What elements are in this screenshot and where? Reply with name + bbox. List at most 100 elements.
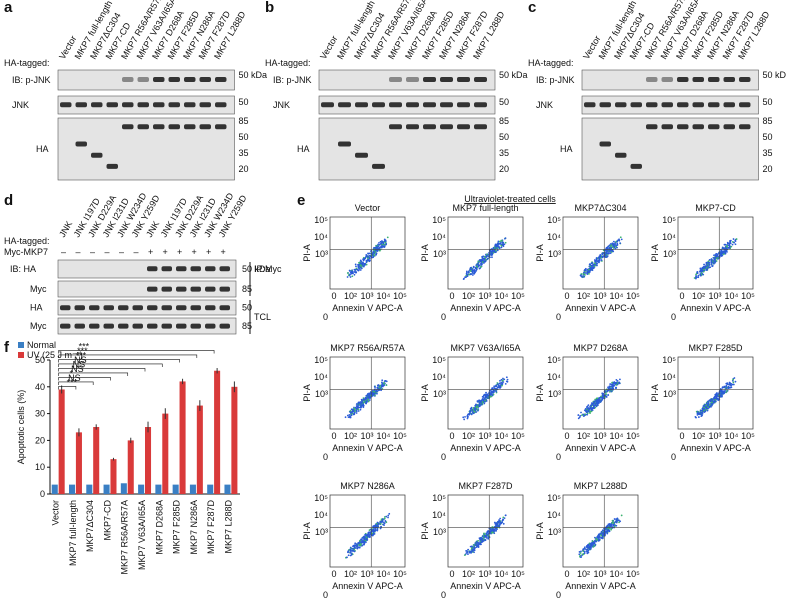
marker-label: 85 [239, 116, 249, 126]
band [133, 324, 144, 329]
y-tick-label: 0 [441, 312, 446, 322]
event-dot [384, 522, 386, 524]
x-tick-label: 10⁵ [626, 431, 640, 441]
x-tick-label: 10² [577, 291, 590, 301]
event-dot [351, 275, 353, 277]
x-tick-label: 10² [462, 569, 475, 579]
band [153, 102, 165, 107]
event-dot [386, 384, 388, 386]
event-dot [703, 407, 705, 409]
x-tick-label: 10³ [478, 431, 491, 441]
plot-frame [330, 495, 405, 567]
x-tick-label: 10² [344, 431, 357, 441]
event-dot [376, 523, 378, 525]
plot-title: MKP7 R56A/R57A [330, 343, 405, 353]
sign: + [192, 247, 197, 257]
band [215, 102, 227, 107]
event-dot [602, 529, 604, 531]
event-dot [470, 273, 472, 275]
panel-letter: b [265, 0, 274, 16]
x-axis-label: Annexin V APC-A [680, 303, 751, 313]
event-dot [360, 544, 362, 546]
event-dot [372, 251, 374, 253]
band [220, 324, 231, 329]
band [600, 102, 612, 107]
event-dot [355, 271, 357, 273]
event-dot [585, 408, 587, 410]
event-dot [721, 251, 723, 253]
event-dot [611, 250, 613, 252]
sign: + [148, 247, 153, 257]
event-dot [586, 545, 588, 547]
event-dot [353, 549, 355, 551]
event-dot [590, 404, 592, 406]
band [457, 124, 470, 129]
band [191, 266, 202, 271]
event-dot [580, 412, 582, 414]
event-dot [485, 392, 487, 394]
row-label: HA [36, 144, 49, 154]
band [91, 102, 103, 107]
band [662, 124, 674, 129]
event-dot [611, 244, 613, 246]
event-dot [485, 539, 487, 541]
sign: – [105, 247, 110, 257]
x-tick-label: 10³ [478, 291, 491, 301]
event-dot [365, 541, 367, 543]
event-dot [493, 391, 495, 393]
event-dot [591, 267, 593, 269]
event-dot [355, 266, 357, 268]
y-tick-label: 10³ [433, 249, 446, 259]
event-dot [384, 238, 386, 240]
event-dot [615, 379, 617, 381]
band [389, 102, 402, 107]
event-dot [711, 401, 713, 403]
event-dot [487, 530, 489, 532]
event-dot [361, 267, 363, 269]
event-dot [710, 264, 712, 266]
event-dot [599, 257, 601, 259]
marker-label: 35 [763, 148, 773, 158]
event-dot [385, 242, 387, 244]
row-label: JNK [273, 100, 290, 110]
event-dot [705, 409, 707, 411]
event-dot [356, 412, 358, 414]
band [338, 102, 351, 107]
event-dot [577, 414, 579, 416]
x-tick-label: MKP7 V63A/I65A [137, 500, 147, 570]
event-dot [360, 265, 362, 267]
event-dot [701, 270, 703, 272]
event-dot [358, 402, 360, 404]
event-dot [358, 407, 360, 409]
myc-label: Myc-MKP7 [4, 247, 48, 257]
x-tick-label: MKP7 full-length [68, 500, 78, 566]
event-dot [347, 415, 349, 417]
event-dot [584, 552, 586, 554]
event-dot [345, 416, 347, 418]
event-dot [374, 247, 376, 249]
band [138, 124, 150, 129]
row-label: JNK [12, 100, 29, 110]
x-tick-label: 10⁵ [393, 431, 407, 441]
event-dot [703, 271, 705, 273]
y-axis-label: PI-A [535, 244, 545, 262]
event-dot [617, 244, 619, 246]
y-tick-label: 10⁵ [432, 355, 446, 365]
y-tick-label: 0 [40, 489, 45, 499]
event-dot [369, 399, 371, 401]
event-dot [360, 269, 362, 271]
event-dot [607, 394, 609, 396]
event-dot [383, 524, 385, 526]
event-dot [367, 257, 369, 259]
event-dot [601, 392, 603, 394]
event-dot [502, 379, 504, 381]
band [147, 324, 158, 329]
event-dot [586, 272, 588, 274]
event-dot [709, 259, 711, 261]
event-dot [608, 530, 610, 532]
event-dot [467, 416, 469, 418]
event-dot [621, 239, 623, 241]
row-label: HA [30, 303, 43, 313]
event-dot [618, 382, 620, 384]
event-dot [606, 252, 608, 254]
